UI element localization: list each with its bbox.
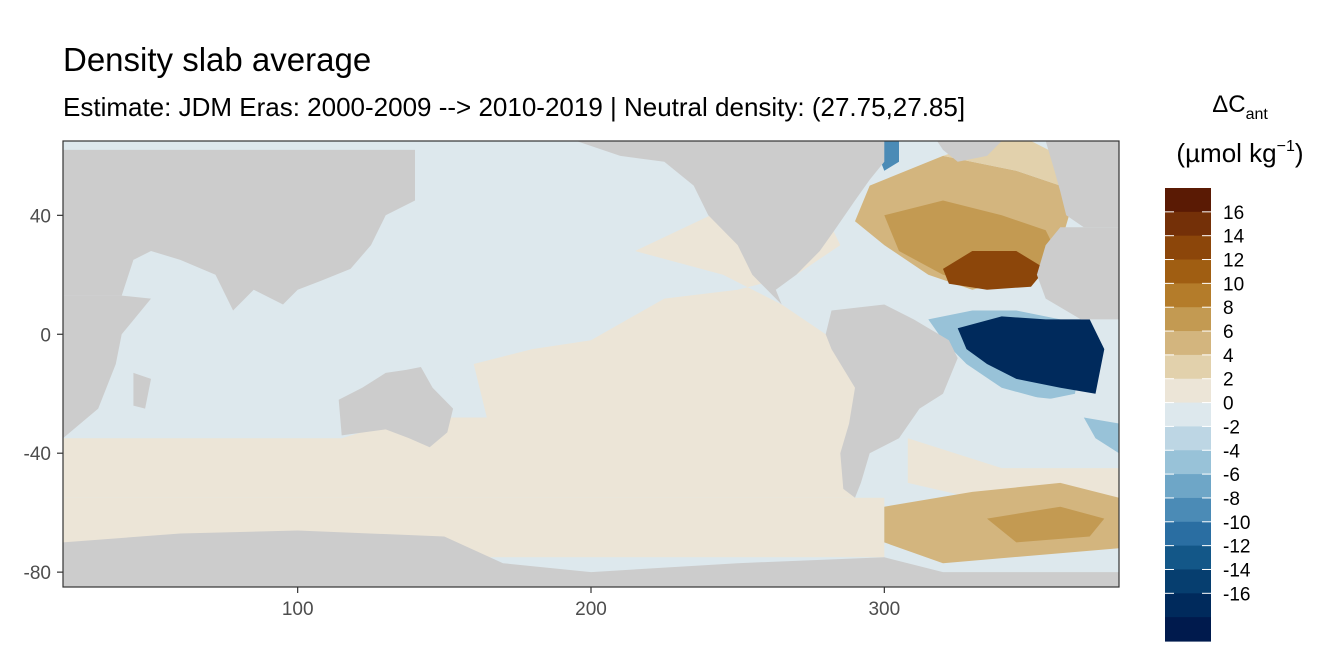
chart-title: Density slab average (63, 41, 372, 78)
legend-label: -4 (1223, 441, 1240, 462)
legend-label: 4 (1223, 346, 1234, 367)
legend-swatch (1165, 521, 1211, 547)
y-tick-label: 40 (30, 206, 51, 227)
legend-swatch (1165, 283, 1211, 308)
x-tick-label: 100 (282, 599, 314, 620)
land-west-africa (1036, 227, 1119, 320)
legend-swatch (1165, 569, 1211, 594)
legend-label: 10 (1223, 274, 1244, 295)
land-greenland (937, 141, 1002, 162)
land-madagascar (133, 372, 151, 409)
legend-unit-superscript: −1 (1277, 138, 1295, 155)
legend-swatch (1165, 331, 1211, 356)
land-australia (338, 367, 454, 448)
region-north-pacific (371, 155, 738, 290)
legend-swatch (1165, 307, 1211, 332)
legend-label: 14 (1223, 227, 1245, 248)
map-layers (63, 141, 1119, 587)
legend-swatch (1165, 188, 1211, 213)
land-north-america (576, 141, 885, 305)
legend-label: -10 (1223, 513, 1250, 534)
region-north-atlantic-core (943, 251, 1046, 290)
land-africa (63, 295, 151, 439)
legend-swatch (1165, 259, 1211, 284)
legend-label: 2 (1223, 370, 1234, 391)
legend-swatch (1165, 235, 1211, 261)
land-eurasia (63, 149, 415, 311)
legend-swatch (1165, 402, 1211, 428)
legend-swatch (1165, 617, 1211, 642)
legend-label: 6 (1223, 322, 1234, 343)
legend-unit: (µmol kg−1) (1176, 138, 1303, 168)
land-europe (1045, 141, 1119, 228)
y-tick-label: -80 (24, 563, 51, 584)
region-tropical-atlantic (957, 316, 1105, 394)
legend-swatch (1165, 497, 1211, 523)
legend-swatch (1165, 426, 1211, 451)
y-tick-label: 0 (40, 325, 51, 346)
region-south-atlantic-south (907, 438, 1119, 498)
region-south-pacific-lens (737, 367, 797, 400)
legend-unit-close: ) (1295, 138, 1304, 168)
legend-swatch (1165, 593, 1211, 618)
legend-label: -16 (1223, 584, 1250, 605)
legend-label: -12 (1223, 537, 1250, 558)
legend-swatch (1165, 450, 1211, 475)
region-south-atlantic-east (1083, 417, 1119, 454)
land-antarctica (63, 530, 1119, 587)
legend-swatch (1165, 354, 1211, 380)
legend-label: 12 (1223, 251, 1244, 272)
legend-label: 8 (1223, 298, 1234, 319)
x-tick-label: 300 (868, 599, 900, 620)
legend-swatch (1165, 211, 1211, 237)
region-weddell-sea-core (987, 506, 1105, 543)
map-panel (62, 140, 1120, 588)
legend-label: 0 (1223, 394, 1234, 415)
legend-label: -2 (1223, 417, 1240, 438)
legend-swatch (1165, 378, 1211, 404)
y-tick-label: -40 (24, 444, 51, 465)
legend-title-subscript: ant (1246, 106, 1269, 123)
legend-label: -8 (1223, 489, 1240, 510)
chart-subtitle: Estimate: JDM Eras: 2000-2009 --> 2010-2… (63, 92, 966, 122)
legend-swatch (1165, 545, 1211, 571)
legend-label: -6 (1223, 465, 1240, 486)
legend-label: -14 (1223, 560, 1251, 581)
legend-label: 16 (1223, 203, 1244, 224)
region-south-atlantic (919, 393, 1119, 469)
land-south-america (825, 304, 958, 498)
x-tick-label: 200 (575, 599, 607, 620)
legend-title: ΔCant (1212, 91, 1268, 123)
legend-swatch (1165, 474, 1211, 499)
